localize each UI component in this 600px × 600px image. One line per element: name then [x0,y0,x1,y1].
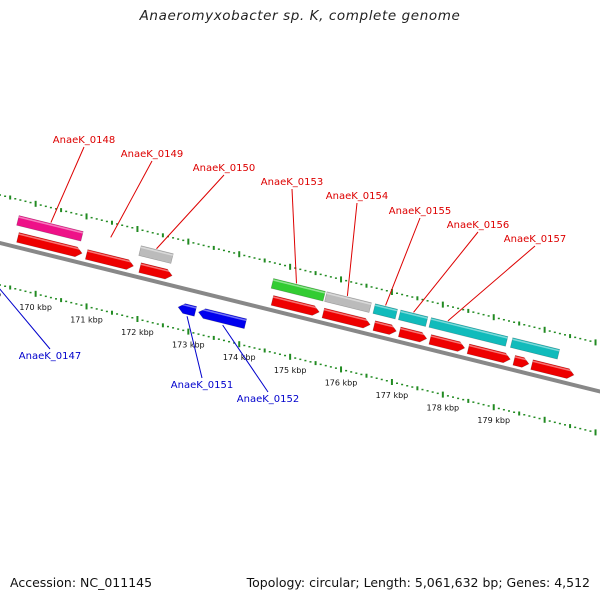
gene-label[interactable]: AnaeK_0155 [389,206,451,217]
gene-label[interactable]: AnaeK_0148 [53,135,115,146]
feature-block[interactable] [428,317,509,347]
feature-block[interactable] [372,303,398,320]
gene-AnaeK_0154[interactable] [321,307,372,329]
gene-AnaeK_0151[interactable] [177,302,198,317]
leader-line [385,217,421,306]
gene-AnaeK_0157[interactable] [428,334,466,353]
gene-labels: AnaeK_0147 AnaeK_0148 AnaeK_0149 AnaeK_0150… [19,135,566,405]
leader-line [0,288,51,350]
label-leader-lines [0,146,536,393]
gene-label[interactable]: AnaeK_0151 [171,380,233,391]
scale-label: 172 kbp [121,328,154,337]
gene-label[interactable]: AnaeK_0147 [19,351,81,362]
feature-block[interactable] [512,355,530,368]
leader-line [222,324,269,393]
feature-block[interactable] [466,343,512,364]
feature-block[interactable] [270,278,326,302]
leader-line [50,146,85,223]
gene-label[interactable]: AnaeK_0152 [237,394,299,405]
scale-label: 178 kbp [427,404,460,413]
feature-block[interactable] [324,291,372,313]
scale-labels: 169 kbp 170 kbp 171 kbp 172 kbp 173 kbp 174 k… [0,290,510,425]
feature-block[interactable] [138,245,174,264]
accession-info: Accession: NC_011145 [10,575,153,590]
outer-tick-track [0,194,597,346]
scale-label: 175 kbp [274,366,307,375]
feature-block[interactable] [509,337,561,360]
gene-AnaeK_0152[interactable] [197,307,248,329]
leader-line [447,245,536,322]
gene-label[interactable]: AnaeK_0149 [121,149,183,160]
scale-label: 177 kbp [376,391,409,400]
gene-label[interactable]: AnaeK_0150 [193,163,255,174]
scale-label: 171 kbp [70,315,103,324]
feature-block[interactable] [398,309,429,327]
leader-line [110,160,153,238]
gene-AnaeK_0149[interactable] [84,249,135,271]
gene-label[interactable]: AnaeK_0156 [447,220,509,231]
gene-AnaeK_0155[interactable] [372,320,398,336]
gene-label[interactable]: AnaeK_0153 [261,177,323,188]
scale-label: 174 kbp [223,353,256,362]
feature-tracks [16,215,575,380]
feature-block[interactable] [16,215,84,242]
scale-label: 173 kbp [172,341,205,350]
gene-label[interactable]: AnaeK_0154 [326,191,388,202]
leader-line [156,174,225,250]
scale-label: 176 kbp [325,378,358,387]
leader-line [346,202,358,297]
scale-label: 179 kbp [477,416,510,425]
scale-label: 169 kbp [0,290,1,299]
gene-AnaeK_0150[interactable] [138,262,174,281]
leader-line [186,316,203,379]
gene-AnaeK_0156[interactable] [398,326,428,343]
backbone-line [0,240,600,394]
genome-backbone [0,240,600,394]
leader-line [291,188,297,284]
inner-tick-track [0,284,597,436]
leader-line [413,231,479,313]
gene-label[interactable]: AnaeK_0157 [504,234,566,245]
gene-AnaeK_0148[interactable] [16,232,84,259]
scale-label: 170 kbp [19,303,52,312]
map-title: Anaeromyxobacter sp. K, complete genome [139,8,461,24]
gene-AnaeK_0153[interactable] [270,295,321,317]
feature-block[interactable] [530,359,575,380]
topology-info: Topology: circular; Length: 5,061,632 bp… [246,575,590,590]
